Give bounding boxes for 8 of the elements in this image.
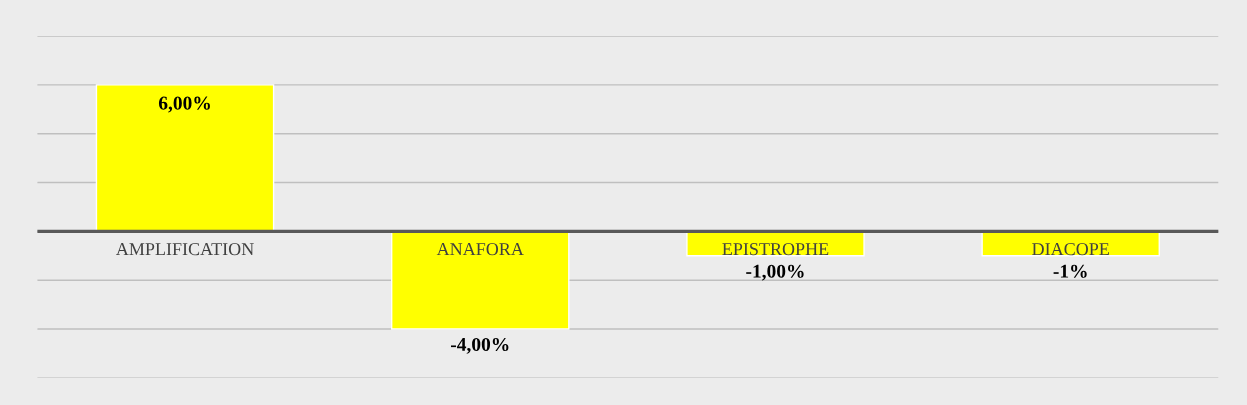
data-label: 6,00% (158, 96, 210, 113)
x-tick-label: EPISTROPHE (722, 243, 829, 256)
data-label: -1% (1053, 264, 1087, 278)
x-tick-label: AMPLIFICATION (115, 243, 254, 256)
data-label: -1,00% (746, 264, 804, 281)
x-tick-label: ANAFORA (436, 243, 524, 256)
data-label: -4,00% (450, 337, 509, 354)
x-tick-label: DIACOPE (1032, 243, 1109, 256)
